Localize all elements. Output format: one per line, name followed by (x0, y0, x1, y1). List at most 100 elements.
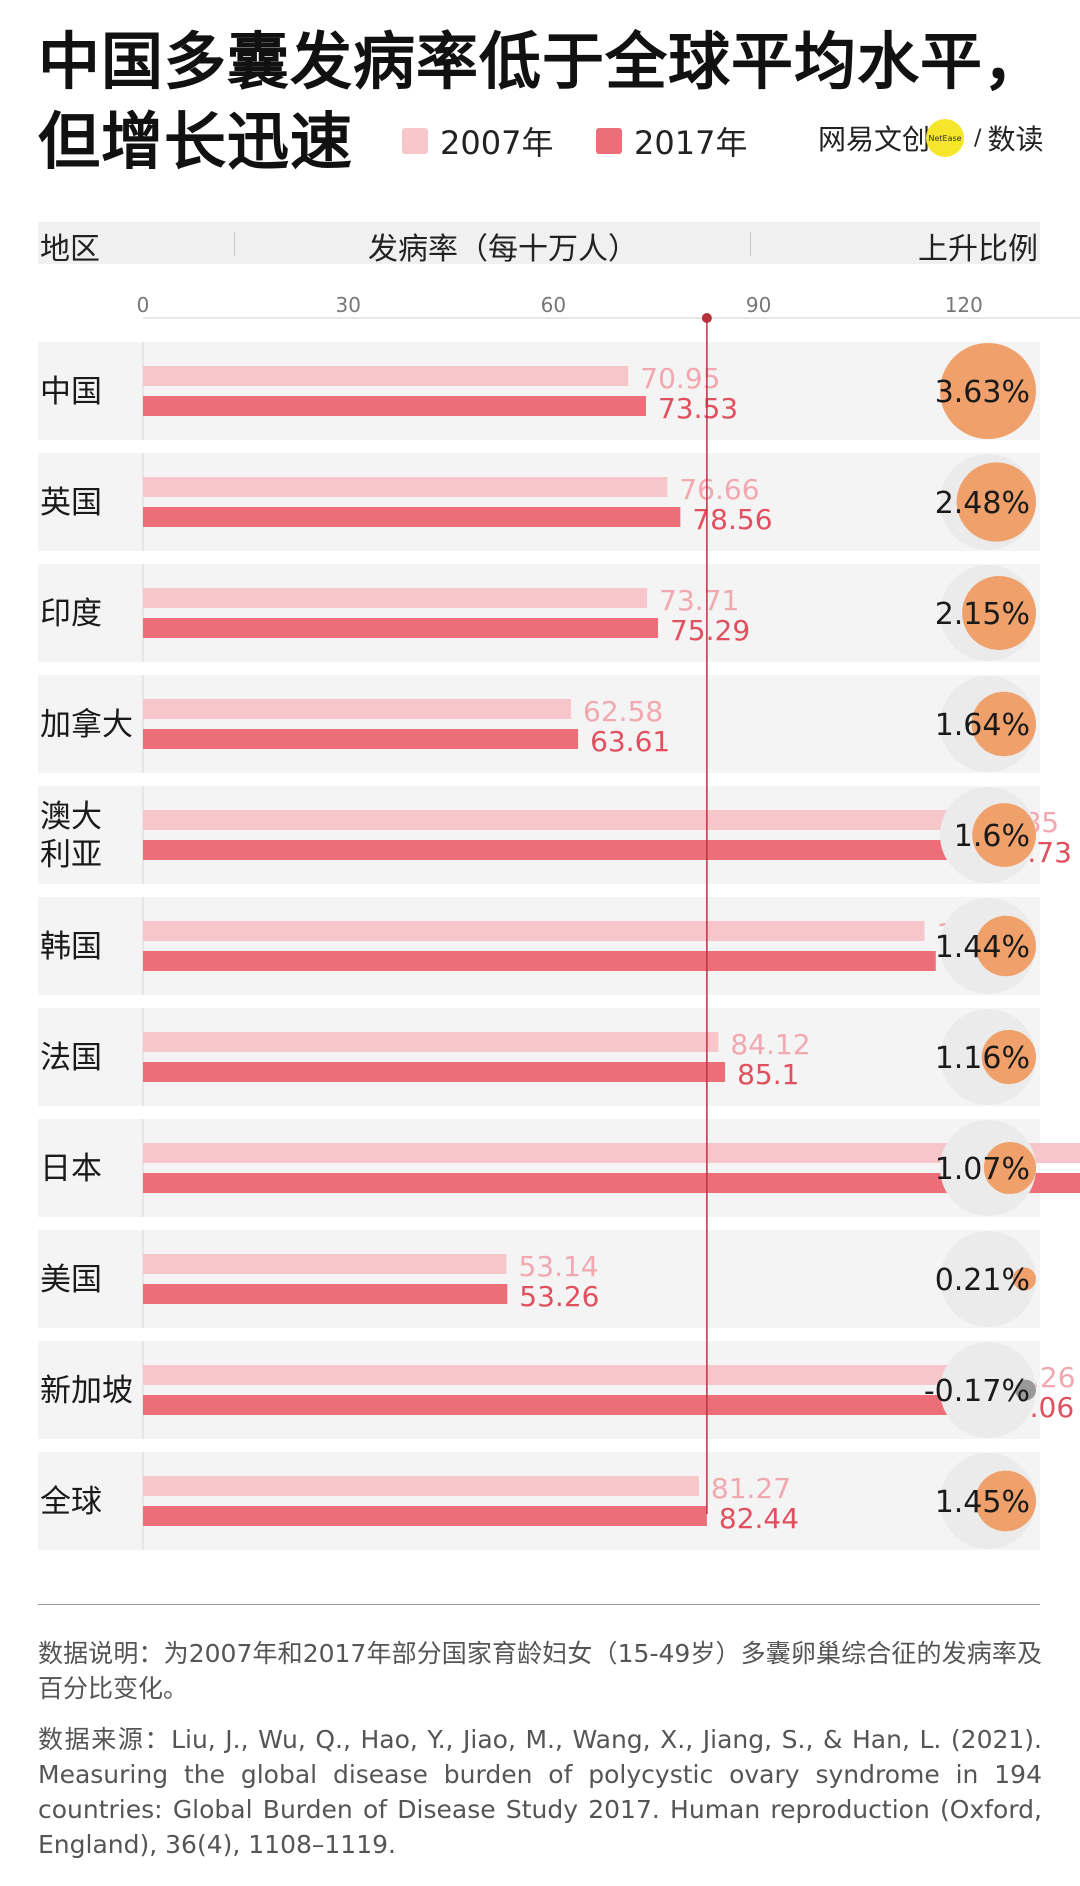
data-label-2017年: 53.26 (519, 1280, 599, 1313)
category-label: 澳大 (40, 799, 102, 835)
chart-title-line1: 中国多囊发病率低于全球平均水平， (38, 25, 1047, 98)
x-tick-label: 120 (945, 293, 983, 317)
change-label: 1.45% (935, 1485, 1030, 1520)
bar-2017年 (143, 729, 579, 749)
bar-2007年 (143, 921, 925, 941)
change-label: 2.48% (935, 486, 1030, 521)
change-circle-track (940, 454, 1036, 550)
change-label: 1.44% (935, 930, 1030, 965)
category-label: 新加坡 (40, 1373, 133, 1409)
bar-2007年 (143, 1032, 719, 1052)
header-rate: 发病率（每十万人） (368, 232, 638, 267)
data-label-2017年: 63.61 (590, 725, 670, 758)
category-label: 韩国 (40, 929, 102, 965)
bar-2007年 (143, 699, 572, 719)
x-tick-label: 90 (746, 293, 771, 317)
category-label: 中国 (40, 374, 102, 410)
change-circle-track (940, 676, 1036, 772)
chart-title: 中国多囊发病率低于全球平均水平， 但增长迅速 (38, 22, 1046, 182)
bar-2007年 (143, 588, 648, 608)
bar-2007年 (143, 477, 668, 497)
brand-name: 网易文创 (818, 123, 931, 156)
category-label: 加拿大 (40, 707, 133, 743)
bar-2007年 (143, 810, 950, 830)
category-label: 日本 (40, 1151, 102, 1187)
legend-item-2007: 2007年 (402, 118, 553, 164)
change-circle (971, 691, 1036, 757)
change-label: 1.64% (935, 708, 1030, 743)
legend-label-2017: 2017年 (634, 124, 748, 162)
bar-2017年 (143, 951, 936, 971)
bar-2017年 (143, 840, 962, 860)
change-circle (981, 1029, 1036, 1085)
change-label: 2.15% (935, 597, 1030, 632)
change-circle (975, 915, 1036, 977)
bar-2017年 (143, 1506, 707, 1526)
row-background (38, 897, 1040, 995)
legend-label-2007: 2007年 (440, 124, 554, 162)
x-tick-label: 30 (335, 293, 360, 317)
change-circle (956, 462, 1036, 542)
change-label: 1.6% (954, 819, 1030, 854)
data-label-2017年: 115.9 (948, 947, 1028, 980)
bar-2007年 (143, 366, 629, 386)
bar-2017年 (143, 1284, 508, 1304)
category-label: 美国 (40, 1262, 102, 1298)
category-label: 全球 (40, 1484, 102, 1520)
bar-2017年 (143, 1395, 965, 1415)
category-label: 法国 (40, 1040, 102, 1076)
header-change: 上升比例 (918, 232, 1038, 267)
change-circle (1012, 1267, 1036, 1291)
legend-swatch-2017 (596, 128, 622, 154)
category-label: 利亚 (40, 837, 102, 873)
change-label: -0.17% (924, 1374, 1030, 1409)
row-background (38, 1230, 1040, 1328)
data-label-2007年: 114.25 (936, 917, 1034, 950)
row-background (38, 1452, 1040, 1550)
row-background (38, 1119, 1040, 1217)
header-region: 地区 (40, 232, 100, 267)
bar-2017年 (143, 1173, 1080, 1193)
brand-badge: NetEase (926, 119, 965, 157)
change-circle (972, 803, 1036, 867)
change-circle-track (940, 1009, 1036, 1105)
data-label-2007年: 53.14 (518, 1250, 598, 1283)
category-label: 印度 (40, 596, 102, 632)
brand-slash: / (974, 125, 982, 151)
change-label: 0.21% (935, 1263, 1030, 1298)
row-background (38, 675, 1040, 773)
chart-title-line2: 但增长迅速 (38, 105, 354, 178)
change-circle (962, 576, 1036, 650)
change-circle (975, 1470, 1036, 1532)
bar-2017年 (143, 396, 646, 416)
row-background (38, 342, 1040, 440)
brand-sub: 数读 (987, 123, 1044, 156)
change-circle-track (940, 343, 1036, 439)
change-circle-track (940, 787, 1036, 883)
data-label-2017年: 120.06 (976, 1391, 1074, 1424)
legend-swatch-2007 (402, 128, 428, 154)
row-background (38, 1341, 1040, 1439)
bar-2017年 (143, 1062, 726, 1082)
change-label: 1.07% (935, 1152, 1030, 1187)
header-separator (750, 232, 751, 256)
data-label-2017年: 85.1 (737, 1058, 799, 1091)
brand-logo: 网易文创 NetEase / 数读 (818, 118, 1043, 158)
change-circle-track (940, 1342, 1036, 1438)
row-background (38, 564, 1040, 662)
data-label-2007年: 120.26 (978, 1361, 1076, 1394)
footer-divider (38, 1604, 1040, 1605)
data-label-2007年: 62.58 (583, 695, 663, 728)
table-header: 地区 发病率（每十万人） 上升比例 (38, 222, 1040, 267)
change-label: 3.63% (935, 375, 1030, 410)
bar-2007年 (143, 1143, 1080, 1163)
change-label: 1.16% (935, 1041, 1030, 1076)
footnote-source: 数据来源：Liu, J., Wu, Q., Hao, Y., Jiao, M.,… (38, 1725, 1042, 1859)
header-separator (234, 232, 235, 256)
bar-2017年 (143, 618, 658, 638)
data-label-2017年: 82.44 (719, 1502, 799, 1535)
data-label-2007年: 84.12 (730, 1028, 810, 1061)
data-label-2017年: 119.73 (974, 836, 1072, 869)
x-tick-label: 60 (541, 293, 566, 317)
row-background (38, 1008, 1040, 1106)
